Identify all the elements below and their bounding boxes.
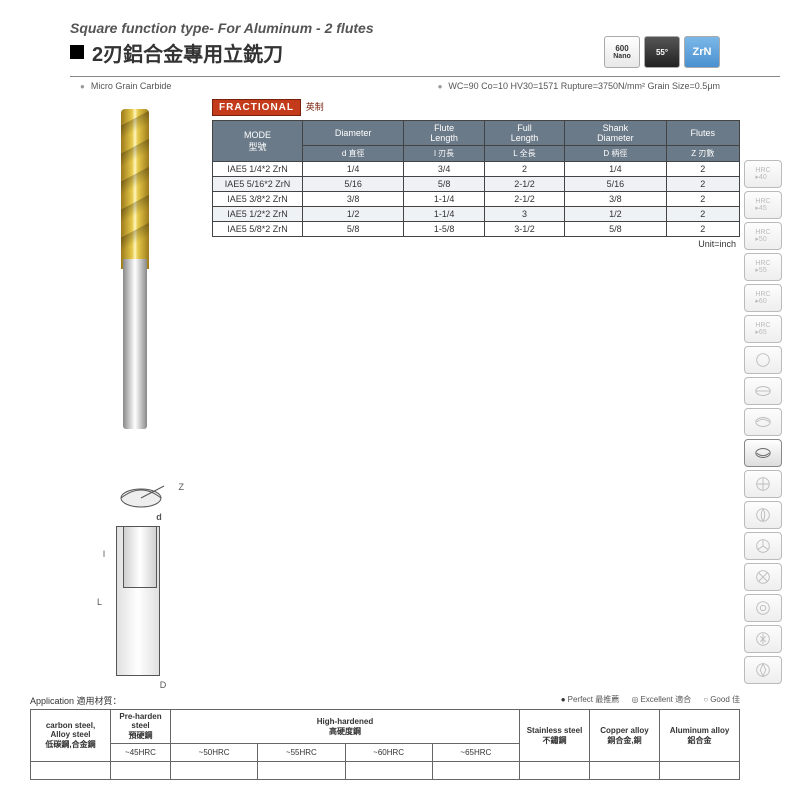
diag-label-d: d xyxy=(122,512,196,522)
th-sub-D: D 柄徑 xyxy=(565,146,666,162)
sidebar: HRC ▸40 HRC ▸45 HRC ▸50 HRC ▸55 HRC ▸60 … xyxy=(744,160,788,684)
fractional-sub: 英制 xyxy=(306,102,324,112)
sidebar-shape-icon[interactable] xyxy=(744,346,782,374)
micro-grain-label: Micro Grain Carbide xyxy=(80,81,171,91)
header: Square function type- For Aluminum - 2 f… xyxy=(0,0,800,72)
sidebar-shape-icon[interactable] xyxy=(744,377,782,405)
app-col-carbon: carbon steel, Alloy steel 低碳鋼,合金鋼 xyxy=(31,710,111,762)
th-flutes: Flutes xyxy=(666,121,739,146)
app-col-copper: Copper alloy 銅合金,銅 xyxy=(590,710,660,762)
application-title: Application 適用材質： Perfect 最推薦 Excellent … xyxy=(30,694,740,707)
th-shank-diameter: Shank Diameter xyxy=(565,121,666,146)
app-value-row xyxy=(31,762,740,780)
application-legend: Perfect 最推薦 Excellent 適合 Good 佳 xyxy=(551,694,740,705)
sidebar-hrc-60[interactable]: HRC ▸60 xyxy=(744,284,782,312)
legend-perfect: Perfect 最推薦 xyxy=(561,695,619,704)
tool-image xyxy=(70,99,200,439)
th-sub-L: L 全長 xyxy=(484,146,564,162)
table-row: IAE5 5/8*2 ZrN5/81-5/83-1/25/82 xyxy=(213,222,740,237)
legend-excellent: Excellent 適合 xyxy=(631,695,691,704)
th-mode: MODE 型號 xyxy=(213,121,303,162)
sidebar-shape-icon[interactable] xyxy=(744,563,782,591)
sub-info-row: Micro Grain Carbide WC=90 Co=10 HV30=157… xyxy=(0,79,800,93)
diag-label-D-big: D xyxy=(130,680,196,690)
divider xyxy=(70,76,780,77)
badge-zrn: ZrN xyxy=(684,36,720,68)
application-table: carbon steel, Alloy steel 低碳鋼,合金鋼 Pre-ha… xyxy=(30,709,740,780)
badge-55: 55° xyxy=(644,36,680,68)
table-row: IAE5 1/4*2 ZrN1/43/421/42 xyxy=(213,162,740,177)
material-spec-label: WC=90 Co=10 HV30=1571 Rupture=3750N/mm² … xyxy=(438,81,720,91)
unit-label: Unit=inch xyxy=(212,237,740,249)
badge-600-nano: 600 Nano xyxy=(604,36,640,68)
dimension-diagram: Z d l L D xyxy=(86,480,196,690)
sidebar-shape-icon[interactable] xyxy=(744,594,782,622)
sidebar-shape-icon[interactable] xyxy=(744,625,782,653)
table-row: IAE5 1/2*2 ZrN1/21-1/431/22 xyxy=(213,207,740,222)
app-sub: ~55HRC xyxy=(258,744,345,762)
th-sub-d: d 直徑 xyxy=(303,146,404,162)
sidebar-shape-icon[interactable] xyxy=(744,501,782,529)
th-sub-Z: Z 刃數 xyxy=(666,146,739,162)
table-row: IAE5 3/8*2 ZrN3/81-1/42-1/23/82 xyxy=(213,192,740,207)
app-sub: ~45HRC xyxy=(111,744,171,762)
app-col-aluminum: Aluminum alloy 鋁合金 xyxy=(660,710,740,762)
fractional-badge: FRACTIONAL xyxy=(212,99,301,116)
table-row: IAE5 5/16*2 ZrN5/165/82-1/25/162 xyxy=(213,177,740,192)
app-sub: ~60HRC xyxy=(345,744,432,762)
spec-table-block: FRACTIONAL 英制 MODE 型號 Diameter Flute Len… xyxy=(212,99,740,439)
spec-tbody: IAE5 1/4*2 ZrN1/43/421/42 IAE5 5/16*2 Zr… xyxy=(213,162,740,237)
sidebar-hrc-55[interactable]: HRC ▸55 xyxy=(744,253,782,281)
sidebar-hrc-65[interactable]: HRC ▸65 xyxy=(744,315,782,343)
sidebar-shape-icon[interactable] xyxy=(744,408,782,436)
diag-label-z: Z xyxy=(179,482,185,492)
sidebar-hrc-50[interactable]: HRC ▸50 xyxy=(744,222,782,250)
title-english: Square function type- For Aluminum - 2 f… xyxy=(70,20,780,36)
app-col-highhard: High-hardened 高硬度鋼 xyxy=(171,710,520,744)
sidebar-shape-icon[interactable] xyxy=(744,470,782,498)
spec-table: MODE 型號 Diameter Flute Length Full Lengt… xyxy=(212,120,740,237)
sidebar-shape-icon-active[interactable] xyxy=(744,439,782,467)
sidebar-hrc-40[interactable]: HRC ▸40 xyxy=(744,160,782,188)
app-col-stainless: Stainless steel 不鏽鋼 xyxy=(520,710,590,762)
app-sub: ~50HRC xyxy=(171,744,258,762)
app-col-prehard: Pre-harden steel 預硬鋼 xyxy=(111,710,171,744)
sidebar-hrc-45[interactable]: HRC ▸45 xyxy=(744,191,782,219)
th-flute-length: Flute Length xyxy=(404,121,484,146)
legend-good: Good 佳 xyxy=(703,695,740,704)
th-sub-l: l 刃長 xyxy=(404,146,484,162)
application-block: Application 適用材質： Perfect 最推薦 Excellent … xyxy=(30,694,740,780)
th-full-length: Full Length xyxy=(484,121,564,146)
title-chinese: 2刃鋁合金專用立銑刀 xyxy=(70,38,283,67)
diag-label-l-small: l xyxy=(103,549,105,559)
badge-row: 600 Nano 55° ZrN xyxy=(604,36,720,68)
sidebar-shape-icon[interactable] xyxy=(744,656,782,684)
diag-label-L-big: L xyxy=(97,597,102,607)
th-diameter: Diameter xyxy=(303,121,404,146)
sidebar-shape-icon[interactable] xyxy=(744,532,782,560)
app-sub: ~65HRC xyxy=(432,744,519,762)
